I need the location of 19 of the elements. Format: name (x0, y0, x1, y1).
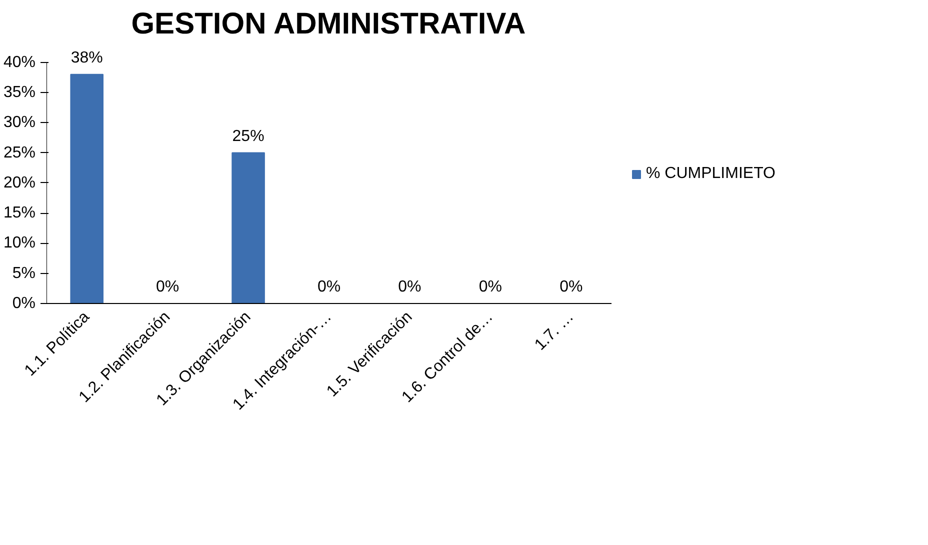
y-tick-label: 40% (3, 54, 36, 71)
y-tick-label: 25% (3, 144, 36, 162)
x-tick-label: 1.7. … (532, 308, 578, 354)
data-label: 0% (398, 278, 422, 296)
data-label: 0% (560, 278, 583, 296)
y-tick-label: 0% (12, 295, 36, 312)
legend-label: % CUMPLIMIETO (646, 165, 776, 183)
data-label: 0% (156, 278, 180, 296)
data-label: 38% (70, 49, 103, 66)
y-tick-label: 5% (12, 264, 36, 282)
data-label: 0% (478, 278, 502, 296)
y-tick-label: 15% (3, 204, 36, 222)
y-tick-label: 20% (3, 174, 36, 192)
data-label: 0% (317, 278, 341, 296)
data-label: 25% (232, 128, 264, 145)
y-tick-label: 30% (3, 114, 36, 132)
y-tick-label: 35% (3, 84, 36, 102)
chart-title: GESTION ADMINISTRATIVA (131, 8, 526, 40)
y-tick-label: 10% (3, 234, 36, 252)
